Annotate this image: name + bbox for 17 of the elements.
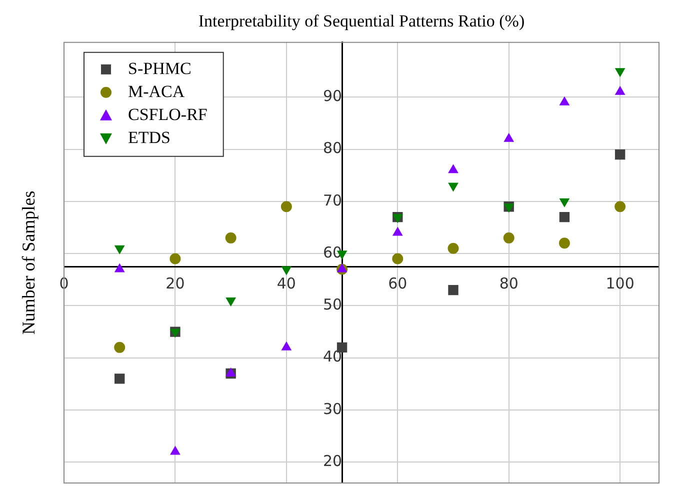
y-tick-label: 90 bbox=[322, 87, 342, 106]
x-tick-label: 80 bbox=[499, 274, 518, 292]
legend-label: S-PHMC bbox=[128, 58, 192, 78]
y-tick-label: 50 bbox=[322, 296, 342, 314]
y-axis-title: Number of Samples bbox=[18, 190, 39, 335]
y-tick-label: 70 bbox=[322, 191, 342, 210]
x-tick-label: 20 bbox=[166, 274, 185, 292]
x-tick-label: 40 bbox=[276, 274, 296, 292]
y-tick-label: 30 bbox=[322, 400, 342, 418]
legend-label: ETDS bbox=[128, 128, 170, 147]
x-tick-label: 100 bbox=[606, 274, 634, 292]
x-axis-title: Interpretability of Sequential Patterns Ratio (%) bbox=[198, 12, 525, 31]
legend-label: M-ACA bbox=[128, 82, 186, 101]
y-tick-label: 20 bbox=[322, 452, 342, 470]
x-tick-label: 60 bbox=[388, 274, 408, 292]
legend-label: CSFLO-RF bbox=[128, 104, 208, 124]
y-tick-label: 80 bbox=[322, 139, 342, 158]
